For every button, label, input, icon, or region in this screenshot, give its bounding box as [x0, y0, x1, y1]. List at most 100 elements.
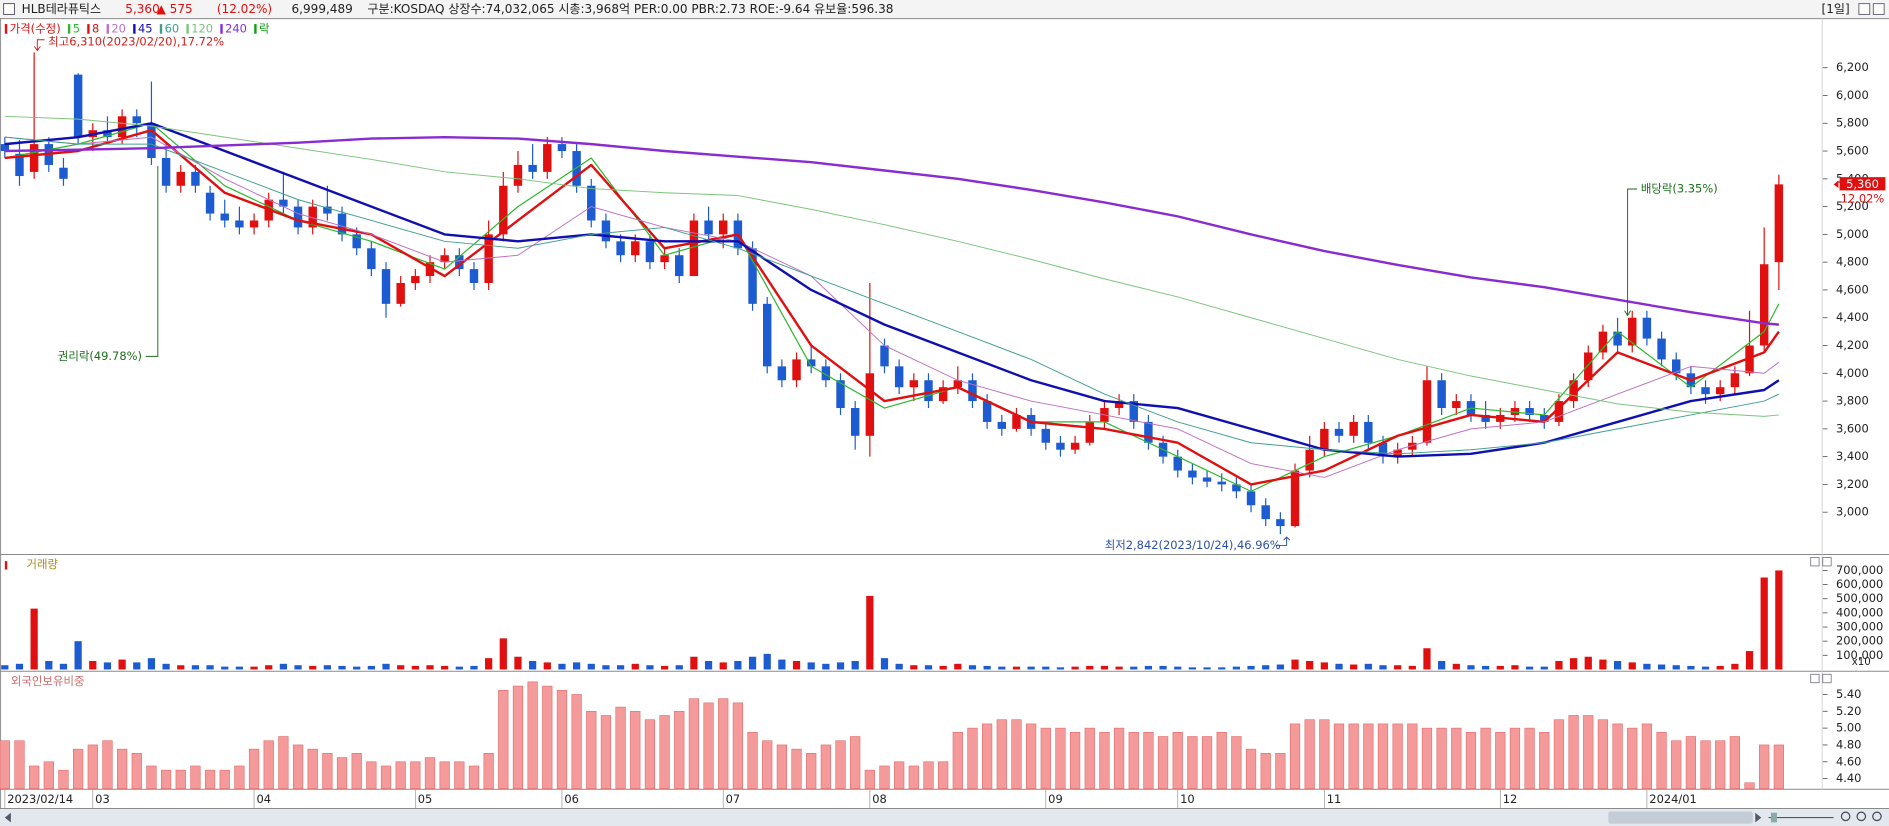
legend-label: 60 [165, 21, 180, 35]
ownership-bar [1216, 732, 1227, 789]
volume-bar [1291, 659, 1299, 670]
volume-bar [616, 665, 625, 670]
period-button[interactable]: [1일] [1822, 2, 1850, 16]
ownership-bar [615, 706, 626, 789]
candle-body [1378, 442, 1388, 457]
volume-bar [1056, 667, 1065, 670]
scroll-right[interactable] [1755, 812, 1762, 823]
zoom-icon[interactable] [1856, 811, 1867, 822]
candle-body [953, 380, 963, 388]
candle-body [396, 283, 405, 304]
volume-bar [983, 665, 991, 670]
ownership-bar [1231, 736, 1242, 789]
candle-body [762, 303, 772, 367]
y-tick-label: 5,000 [1836, 227, 1869, 241]
window-button[interactable] [1858, 3, 1871, 15]
volume-bar [191, 665, 200, 670]
ownership-bar [292, 744, 304, 789]
volume-bar [822, 663, 830, 670]
ownership-bar [1143, 732, 1154, 789]
candle-body [894, 366, 904, 388]
ownership-bar [879, 765, 890, 789]
volume-bar [807, 662, 815, 670]
y-tick-label: 5.00 [1836, 721, 1861, 735]
pane-button[interactable] [1822, 557, 1832, 567]
ownership-bar [982, 723, 993, 789]
volume-bar [587, 663, 595, 670]
ownership-bar [102, 740, 113, 789]
volume-bar [1584, 656, 1592, 670]
candle-body [645, 241, 655, 263]
ownership-bar [175, 769, 186, 789]
volume-bar [954, 663, 962, 670]
ownership-bar [1348, 723, 1359, 789]
ownership-bar [160, 769, 172, 789]
ownership-bar [454, 761, 465, 789]
ownership-bar [1700, 740, 1711, 789]
zoom-icon[interactable] [1840, 811, 1851, 822]
pane-button[interactable] [1810, 673, 1820, 684]
annotation-line [1275, 536, 1290, 546]
candle-body [308, 206, 317, 228]
ownership-bar [1099, 732, 1110, 789]
volume-bar [1012, 666, 1021, 670]
ownership-bar [190, 765, 201, 789]
candle-body [1701, 387, 1710, 395]
ownership-bar [835, 740, 846, 789]
ownership-bar [1715, 740, 1726, 789]
volume-bar [485, 658, 493, 670]
volume-bar [690, 656, 698, 670]
pane-title-marker [4, 561, 8, 570]
scroll-thumb[interactable] [1608, 811, 1753, 824]
y-tick-label: 700,000 [1836, 563, 1883, 577]
ownership-bar [1289, 723, 1301, 789]
ownership-bar [439, 761, 450, 789]
x-tick-label: 09 [1048, 792, 1063, 806]
ownership-bar [806, 753, 817, 789]
ownership-bar [586, 710, 597, 789]
x-tick-label: 2024/01 [1649, 792, 1697, 806]
candle-body [1114, 401, 1124, 409]
scroll-left[interactable] [4, 812, 11, 823]
volume-bar [573, 662, 581, 670]
candle-body [323, 206, 332, 214]
zoom-icon[interactable] [1872, 811, 1882, 822]
volume-bar [1525, 666, 1534, 670]
pane-button[interactable] [1810, 557, 1820, 567]
pane-title: 거래량 [27, 557, 59, 571]
candle-body [235, 220, 244, 228]
ownership-bar [938, 761, 949, 789]
candle-body [220, 213, 229, 221]
volume-bar [1144, 665, 1153, 670]
ownership-bar [1759, 744, 1770, 789]
ownership-bar [923, 761, 934, 789]
ownership-bar [1436, 727, 1447, 789]
candle-body [1525, 408, 1534, 415]
volume-bar [1716, 665, 1724, 670]
candle-body [1672, 359, 1681, 374]
volume-bar [265, 665, 273, 670]
ownership-bar [1319, 719, 1330, 789]
candle-body [704, 220, 713, 235]
volume-bar [1262, 665, 1270, 670]
scrollbar[interactable] [0, 809, 1889, 826]
candle-body [499, 185, 508, 235]
header-icon [3, 3, 15, 15]
candle-body [660, 255, 669, 263]
candle-body [675, 255, 684, 277]
volume-bar [1350, 664, 1358, 670]
ownership-bar [542, 685, 553, 789]
candle-body [1584, 352, 1593, 381]
ownership-bar [776, 744, 787, 789]
legend-label: 120 [191, 21, 213, 35]
volume-bar [1276, 664, 1284, 670]
zoom-handle[interactable] [1770, 812, 1777, 823]
change-rate: (12.02%) [217, 2, 272, 16]
current-price-box [1839, 177, 1886, 191]
window-button[interactable] [1872, 3, 1885, 15]
pane-button[interactable] [1822, 673, 1832, 684]
candle-body [1510, 408, 1520, 415]
volume-bar [1364, 663, 1372, 670]
y-tick-label: 5,600 [1836, 144, 1869, 158]
